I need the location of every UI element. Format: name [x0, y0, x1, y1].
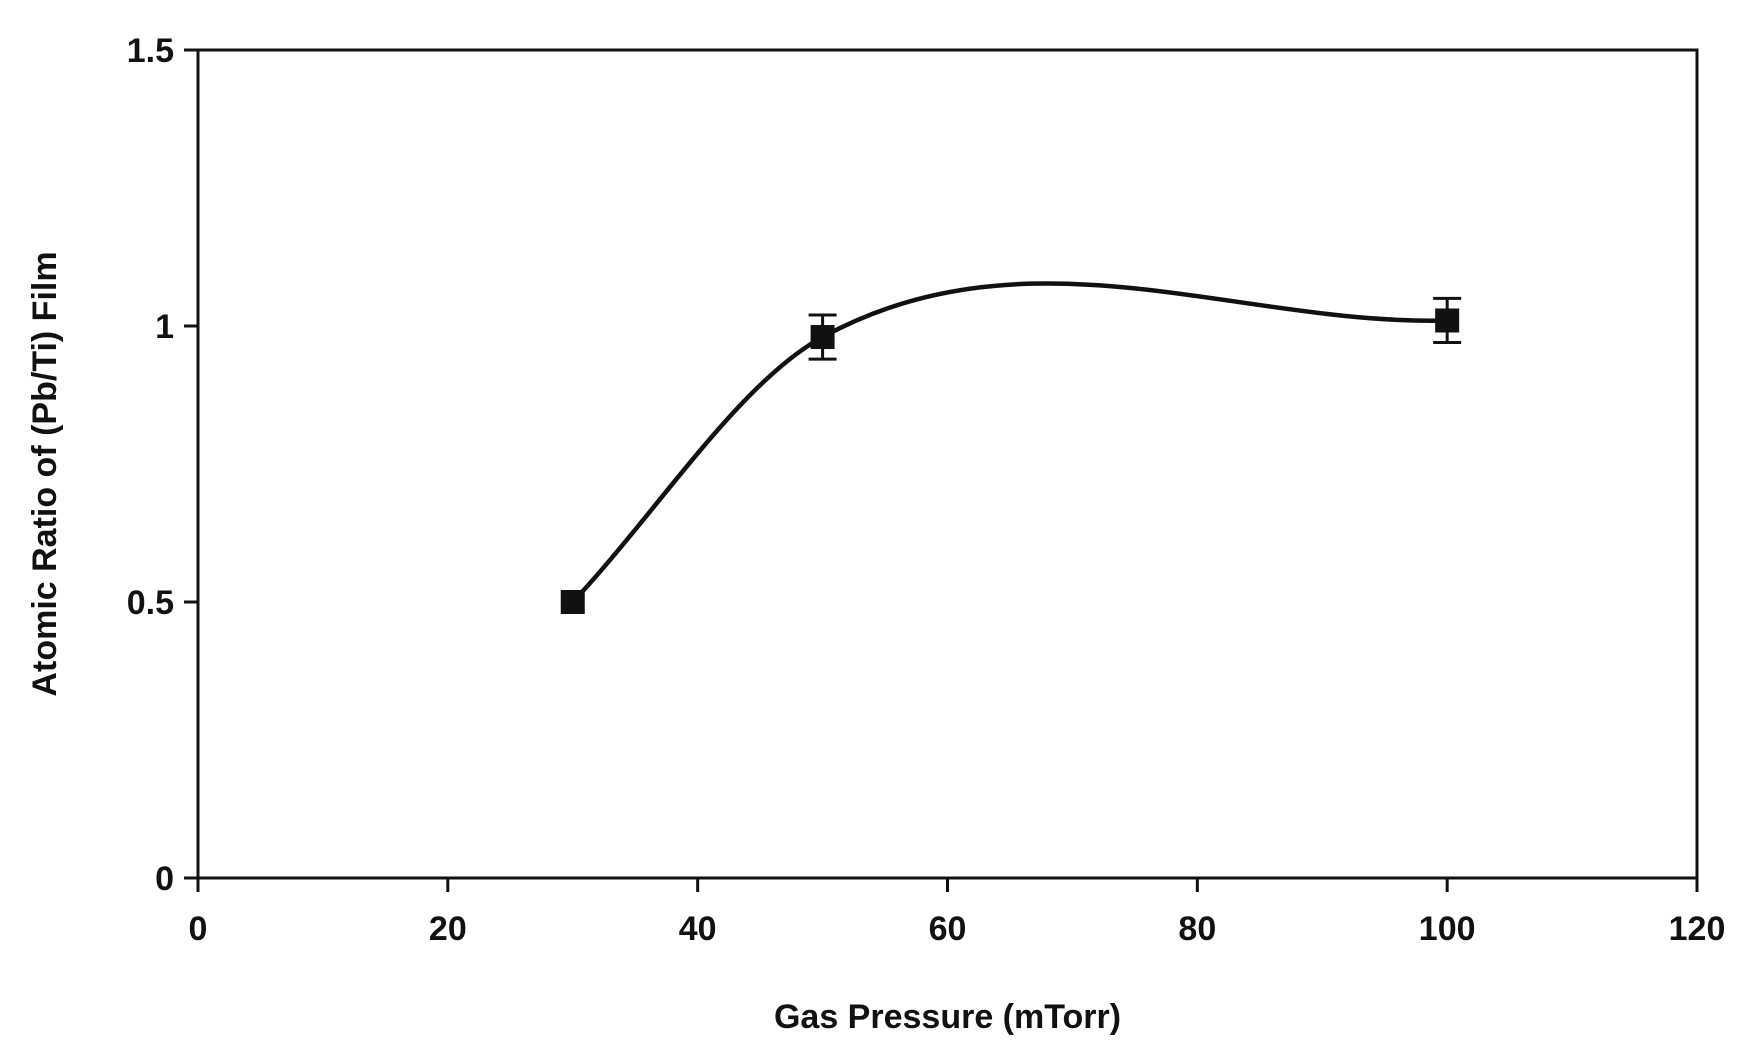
y-axis-ticks: [184, 48, 198, 880]
y-tick-label: 0.5: [127, 584, 174, 622]
data-point-marker: [1435, 308, 1460, 333]
x-tick-label: 20: [429, 910, 467, 948]
x-tick-label: 80: [1178, 910, 1216, 948]
data-markers: [560, 308, 1460, 614]
plot-area-frame: [196, 48, 1699, 880]
x-tick-label: 40: [679, 910, 717, 948]
x-axis-title: Gas Pressure (mTorr): [774, 998, 1121, 1036]
y-axis-tick-labels: 0 0.5 1 1.5: [127, 32, 174, 898]
x-tick-label: 100: [1419, 910, 1476, 948]
x-tick-label: 60: [929, 910, 967, 948]
error-bars: [808, 296, 1462, 361]
y-tick-label: 0: [155, 860, 174, 898]
x-axis-ticks: [196, 878, 1699, 892]
data-point-marker: [560, 590, 585, 614]
x-axis-tick-labels: 0 20 40 60 80 100 120: [189, 910, 1726, 948]
y-tick-label: 1: [155, 308, 174, 346]
data-point-marker: [810, 325, 835, 350]
x-tick-label: 0: [189, 910, 208, 948]
x-tick-label: 120: [1669, 910, 1726, 948]
series-line: [570, 281, 1450, 605]
y-axis-title: Atomic Ratio of (Pb/Ti) Film: [26, 251, 64, 696]
y-tick-label: 1.5: [127, 32, 174, 70]
